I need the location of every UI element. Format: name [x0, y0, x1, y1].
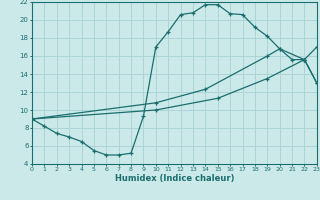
X-axis label: Humidex (Indice chaleur): Humidex (Indice chaleur)	[115, 174, 234, 183]
